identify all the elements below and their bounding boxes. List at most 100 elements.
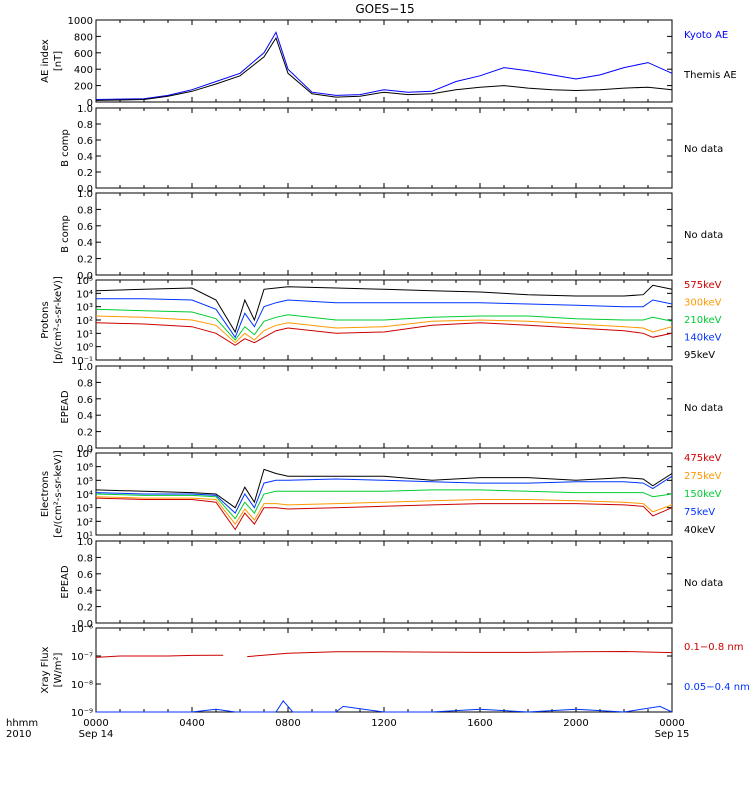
y-tick-label: 10¹: [76, 531, 93, 542]
y-tick-label: 200: [74, 82, 93, 93]
series-line: [95, 475, 673, 514]
panel-1: 0 200 400 600 800 1000 AE index [nT] Kyoto AE The…: [40, 16, 737, 109]
y-axis-label: Protons: [40, 301, 51, 338]
y-tick-label: 10⁴: [76, 289, 93, 300]
y-axis-label: AE index: [40, 39, 51, 83]
legend-entry: 210keV: [684, 315, 722, 326]
y-tick-label: 0: [87, 98, 93, 109]
y-tick-label: 10⁴: [76, 490, 93, 501]
series-line: [95, 489, 673, 520]
panel-8: 10⁻⁹ 10⁻⁸ 10⁻⁷ 10⁻⁶ Xray Flux [W/m²] 0.1−0.8 n…: [40, 624, 750, 719]
y-tick-label: 0.8: [77, 378, 93, 389]
panel-frame: [95, 540, 673, 624]
x-tick-label: 0000: [83, 718, 108, 729]
y-tick-label: 10¹: [76, 329, 93, 340]
x-tick-label: 0000: [659, 718, 684, 729]
y-axis-label: EPEAD: [60, 565, 71, 599]
x-tick-label: 0800: [275, 718, 300, 729]
y-tick-label: 10⁻⁶: [71, 624, 93, 635]
y-tick-label: 10²: [76, 316, 93, 327]
panel-7: 0.0 0.2 0.4 0.6 0.8 1.0 EPEAD No data: [60, 537, 723, 630]
date-label: Sep 14: [79, 729, 114, 740]
series-line: [95, 31, 673, 100]
y-tick-label: 0.4: [77, 411, 93, 422]
y-axis-label: B comp: [60, 215, 71, 253]
series-line: [95, 496, 673, 525]
y-tick-label: 1.0: [77, 537, 93, 548]
y-tick-label: 0.8: [77, 205, 93, 216]
y-tick-label: 10⁶: [76, 463, 93, 474]
series-line: [96, 298, 673, 339]
y-axis-label: EPEAD: [60, 390, 71, 424]
y-tick-label: 10²: [76, 517, 93, 528]
x-tick-label: 1200: [371, 718, 396, 729]
y-tick-label: 600: [74, 49, 93, 60]
y-axis-label: [W/m²]: [53, 652, 64, 687]
y-tick-label: 1000: [68, 16, 93, 27]
y-tick-label: 0.2: [77, 168, 93, 179]
legend-entry: Themis AE: [683, 70, 737, 81]
y-tick-label: 0.8: [77, 120, 93, 131]
series-line: [95, 284, 673, 334]
legend-entry: 0.05−0.4 nm: [684, 682, 750, 693]
no-data-note: No data: [684, 403, 723, 414]
y-tick-label: 0.0: [77, 271, 93, 282]
y-tick-label: 0.6: [77, 395, 93, 406]
legend-entry: 475keV: [684, 453, 722, 464]
panel-frame: [95, 627, 673, 713]
series-line: [95, 36, 673, 101]
series-line: [95, 308, 673, 341]
legend-entry: 275keV: [684, 471, 722, 482]
legend-entry: 575keV: [684, 280, 722, 291]
y-tick-label: 1.0: [77, 104, 93, 115]
panel-6: 10¹ 10² 10³ 10⁴ 10⁵ 10⁶ 10⁷ Electrons [e/(cm²-s-…: [40, 449, 722, 542]
y-tick-label: 0.0: [77, 619, 93, 630]
panel-frame: [95, 192, 673, 276]
y-tick-label: 400: [74, 65, 93, 76]
series-line: [95, 315, 673, 344]
panel-3: 0.0 0.2 0.4 0.6 0.8 1.0 B comp No data: [60, 189, 723, 282]
y-tick-label: 0.6: [77, 222, 93, 233]
legend-entry: 140keV: [684, 333, 722, 344]
y-axis-label: [e/(cm²-s-sr-keV)]: [53, 450, 64, 538]
y-tick-label: 10⁵: [76, 476, 93, 487]
legend-entry: 75keV: [684, 507, 715, 518]
series-line: [95, 322, 673, 346]
y-tick-label: 0.4: [77, 152, 93, 163]
y-tick-label: 0.4: [77, 586, 93, 597]
time-axis-format: hhmm: [6, 718, 38, 729]
y-tick-label: 1.0: [77, 189, 93, 200]
y-tick-label: 0.6: [77, 136, 93, 147]
y-tick-label: 10⁻⁸: [71, 680, 93, 691]
y-tick-label: 10³: [76, 303, 93, 314]
panel-frame: [95, 107, 673, 189]
date-label: Sep 15: [655, 729, 690, 740]
series-line: [96, 699, 673, 713]
y-tick-label: 800: [74, 32, 93, 43]
series-line: [95, 497, 673, 531]
y-axis-label: [p/(cm²-s-sr-keV)]: [53, 276, 64, 364]
y-tick-label: 0.2: [77, 428, 93, 439]
panel-4: 10⁻¹ 10⁰ 10¹ 10² 10³ 10⁴ 10⁵ Protons [p/(cm²-s-s…: [40, 276, 722, 367]
x-tick-label: 1600: [467, 718, 492, 729]
panel-2: 0.0 0.2 0.4 0.6 0.8 1.0 B comp No data: [60, 104, 723, 195]
no-data-note: No data: [684, 578, 723, 589]
panel-5: 0.0 0.2 0.4 0.6 0.8 1.0 EPEAD No data: [60, 362, 723, 455]
x-tick-label: 0400: [179, 718, 204, 729]
y-tick-label: 0.4: [77, 238, 93, 249]
y-tick-label: 0.2: [77, 603, 93, 614]
x-tick-label: 2000: [563, 718, 588, 729]
y-tick-label: 0.0: [77, 184, 93, 195]
legend-entry: 0.1−0.8 nm: [684, 642, 743, 653]
y-tick-label: 0.6: [77, 570, 93, 581]
y-tick-label: 10⁵: [76, 276, 93, 287]
legend-entry: 40keV: [684, 525, 715, 536]
legend-entry: 300keV: [684, 298, 722, 309]
legend-entry: Kyoto AE: [684, 30, 728, 41]
no-data-note: No data: [684, 230, 723, 241]
y-tick-label: 1.0: [77, 362, 93, 373]
y-tick-label: 0.8: [77, 553, 93, 564]
y-tick-label: 10⁰: [76, 343, 93, 354]
y-axis-label: Electrons: [40, 471, 51, 517]
